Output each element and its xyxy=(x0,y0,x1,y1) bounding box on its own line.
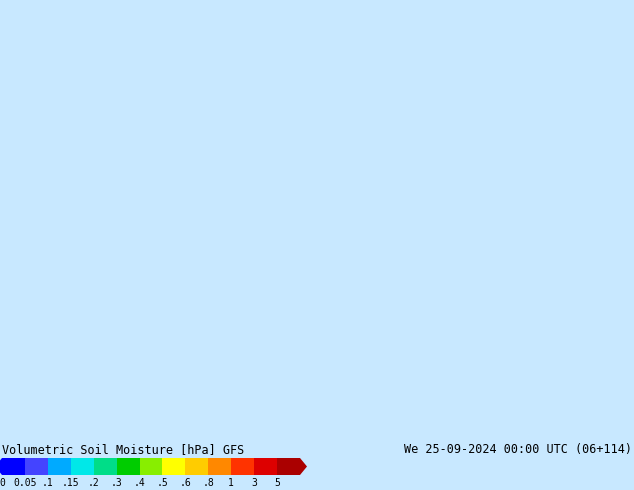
Text: 3: 3 xyxy=(251,478,257,488)
Text: 0: 0 xyxy=(0,478,5,488)
Text: Volumetric Soil Moisture [hPa] GFS: Volumetric Soil Moisture [hPa] GFS xyxy=(2,443,244,456)
Text: .2: .2 xyxy=(88,478,100,488)
Bar xyxy=(117,458,139,475)
Bar xyxy=(231,458,254,475)
Bar xyxy=(0,440,634,490)
Text: .1: .1 xyxy=(42,478,54,488)
Bar xyxy=(162,458,185,475)
Bar xyxy=(139,458,162,475)
Bar xyxy=(48,458,71,475)
Text: .3: .3 xyxy=(111,478,122,488)
Bar xyxy=(254,458,277,475)
Bar xyxy=(71,458,94,475)
Polygon shape xyxy=(300,458,307,475)
Bar xyxy=(209,458,231,475)
Text: 0.05: 0.05 xyxy=(13,478,37,488)
Text: .15: .15 xyxy=(62,478,80,488)
Text: .5: .5 xyxy=(157,478,169,488)
Bar xyxy=(277,458,300,475)
Text: We 25-09-2024 00:00 UTC (06+114): We 25-09-2024 00:00 UTC (06+114) xyxy=(404,443,632,456)
Bar xyxy=(25,458,48,475)
Text: .4: .4 xyxy=(134,478,145,488)
Text: 1: 1 xyxy=(228,478,234,488)
Text: .8: .8 xyxy=(202,478,214,488)
Bar xyxy=(94,458,117,475)
Text: 5: 5 xyxy=(274,478,280,488)
Bar xyxy=(2,458,25,475)
Polygon shape xyxy=(0,458,2,475)
Bar xyxy=(0,0,634,440)
Bar xyxy=(185,458,209,475)
Text: .6: .6 xyxy=(179,478,191,488)
